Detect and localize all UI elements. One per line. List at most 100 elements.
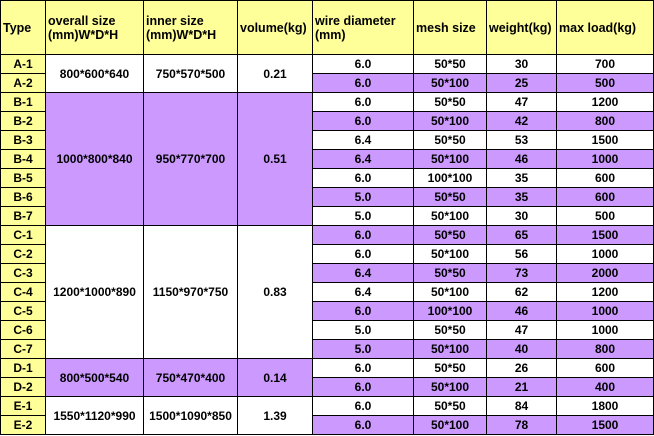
weight-cell: 84	[486, 396, 557, 416]
overall-size-cell: 1000*800*840	[45, 92, 144, 226]
weight-cell: 46	[486, 149, 557, 169]
wire-diameter-cell: 6.4	[312, 130, 414, 150]
type-cell: E-1	[0, 396, 46, 416]
wire-diameter-cell: 6.0	[312, 168, 414, 188]
header-line: overall size	[48, 13, 116, 28]
mesh-size-cell: 50*50	[413, 54, 487, 74]
mesh-size-cell: 100*100	[413, 301, 487, 321]
table-row: C-6 5.0 50*50 47 1000	[0, 320, 654, 340]
mesh-size-cell: 50*50	[413, 320, 487, 340]
type-cell: B-1	[0, 92, 46, 112]
type-cell: C-6	[0, 320, 46, 340]
max-load-cell: 500	[556, 206, 654, 226]
mesh-size-cell: 50*100	[413, 73, 487, 93]
wire-diameter-cell: 6.0	[312, 111, 414, 131]
weight-cell: 78	[486, 415, 557, 435]
max-load-cell: 400	[556, 377, 654, 397]
mesh-size-cell: 50*100	[413, 206, 487, 226]
header-type: Type	[0, 0, 46, 55]
table-row: E-2 6.0 50*100 78 1500	[0, 415, 654, 435]
mesh-size-cell: 50*100	[413, 339, 487, 359]
inner-size-cell: 1500*1090*850	[143, 396, 238, 435]
max-load-cell: 800	[556, 111, 654, 131]
weight-cell: 42	[486, 111, 557, 131]
type-cell: B-4	[0, 149, 46, 169]
wire-diameter-cell: 5.0	[312, 339, 414, 359]
header-overall-size: overall size (mm)W*D*H	[45, 0, 144, 55]
type-cell: B-3	[0, 130, 46, 150]
wire-diameter-cell: 6.0	[312, 73, 414, 93]
header-line: (mm)W*D*H	[48, 27, 119, 42]
table-row: D-2 6.0 50*100 21 400	[0, 377, 654, 397]
weight-cell: 47	[486, 92, 557, 112]
table-row: B-1 1000*800*840 950*770*700 0.51 6.0 50*50 47…	[0, 92, 654, 226]
type-cell: C-7	[0, 339, 46, 359]
table-row: B-3 6.4 50*50 53 1500	[0, 130, 654, 150]
volume-cell: 0.51	[237, 92, 313, 226]
weight-cell: 53	[486, 130, 557, 150]
type-cell: C-4	[0, 282, 46, 302]
wire-diameter-cell: 5.0	[312, 320, 414, 340]
inner-size-cell: 750*570*500	[143, 54, 238, 93]
header-line: inner size	[146, 13, 204, 28]
weight-cell: 30	[486, 54, 557, 74]
wire-diameter-cell: 5.0	[312, 187, 414, 207]
wire-diameter-cell: 6.4	[312, 263, 414, 283]
type-cell: C-1	[0, 225, 46, 245]
table-row: B-6 5.0 50*50 35 600	[0, 187, 654, 207]
wire-diameter-cell: 6.4	[312, 282, 414, 302]
header-overall-size-text: overall size (mm)W*D*H	[48, 14, 118, 42]
table-row: C-3 6.4 50*50 73 2000	[0, 263, 654, 283]
type-cell: B-2	[0, 111, 46, 131]
mesh-size-cell: 50*50	[413, 92, 487, 112]
volume-cell: 0.21	[237, 54, 313, 93]
wire-diameter-cell: 6.0	[312, 54, 414, 74]
mesh-size-cell: 50*100	[413, 111, 487, 131]
mesh-size-cell: 50*50	[413, 187, 487, 207]
max-load-cell: 1000	[556, 301, 654, 321]
table-row: C-5 6.0 100*100 46 1000	[0, 301, 654, 321]
weight-cell: 56	[486, 244, 557, 264]
type-cell: D-1	[0, 358, 46, 378]
weight-cell: 25	[486, 73, 557, 93]
table-row: D-1 800*500*540 750*470*400 0.14 6.0 50*50 26 6…	[0, 358, 654, 397]
table-row: C-4 6.4 50*100 62 1200	[0, 282, 654, 302]
mesh-size-cell: 50*50	[413, 396, 487, 416]
max-load-cell: 1800	[556, 396, 654, 416]
max-load-cell: 1000	[556, 244, 654, 264]
max-load-cell: 2000	[556, 263, 654, 283]
header-row: Type overall size (mm)W*D*H inner size (mm…	[0, 0, 654, 55]
mesh-size-cell: 100*100	[413, 168, 487, 188]
table-row: A-2 6.0 50*100 25 500	[0, 73, 654, 93]
header-weight: weight(kg)	[486, 0, 557, 55]
header-max-load: max load(kg)	[556, 0, 654, 55]
overall-size-cell: 800*600*640	[45, 54, 144, 93]
wire-diameter-cell: 5.0	[312, 206, 414, 226]
wire-diameter-cell: 6.4	[312, 149, 414, 169]
max-load-cell: 500	[556, 73, 654, 93]
header-line: (mm)	[315, 27, 346, 42]
type-cell: E-2	[0, 415, 46, 435]
max-load-cell: 1000	[556, 149, 654, 169]
table-row: B-7 5.0 50*100 30 500	[0, 206, 654, 226]
header-wire-diameter: wire diameter (mm)	[312, 0, 414, 55]
mesh-size-cell: 50*50	[413, 130, 487, 150]
type-cell: A-1	[0, 54, 46, 74]
table-row: A-1 800*600*640 750*570*500 0.21 6.0 50*50 30 7…	[0, 54, 654, 93]
type-cell: C-2	[0, 244, 46, 264]
table-row: B-4 6.4 50*100 46 1000	[0, 149, 654, 169]
weight-cell: 26	[486, 358, 557, 378]
weight-cell: 62	[486, 282, 557, 302]
type-cell: C-3	[0, 263, 46, 283]
weight-cell: 46	[486, 301, 557, 321]
wire-diameter-cell: 6.0	[312, 396, 414, 416]
volume-cell: 0.14	[237, 358, 313, 397]
weight-cell: 65	[486, 225, 557, 245]
mesh-size-cell: 50*100	[413, 377, 487, 397]
header-volume: volume(kg)	[237, 0, 313, 55]
max-load-cell: 1000	[556, 320, 654, 340]
wire-diameter-cell: 6.0	[312, 415, 414, 435]
volume-cell: 0.83	[237, 225, 313, 359]
max-load-cell: 600	[556, 187, 654, 207]
overall-size-cell: 1550*1120*990	[45, 396, 144, 435]
